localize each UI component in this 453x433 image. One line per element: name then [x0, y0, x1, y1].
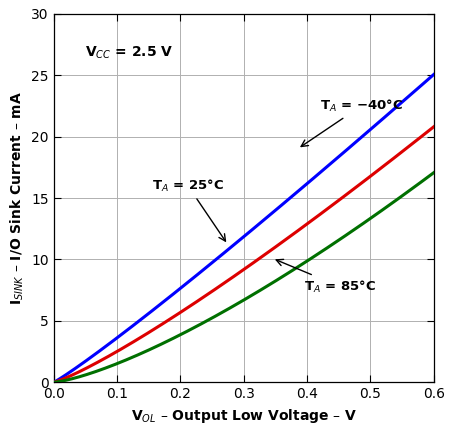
- Text: T$_A$ = 25°C: T$_A$ = 25°C: [152, 178, 226, 241]
- Text: T$_A$ = −40°C: T$_A$ = −40°C: [301, 98, 403, 146]
- Y-axis label: I$_{SINK}$ – I/O Sink Current – mA: I$_{SINK}$ – I/O Sink Current – mA: [8, 91, 26, 305]
- Text: T$_A$ = 85°C: T$_A$ = 85°C: [276, 259, 376, 294]
- Text: V$_{CC}$ = 2.5 V: V$_{CC}$ = 2.5 V: [86, 45, 173, 61]
- X-axis label: V$_{OL}$ – Output Low Voltage – V: V$_{OL}$ – Output Low Voltage – V: [130, 407, 357, 425]
